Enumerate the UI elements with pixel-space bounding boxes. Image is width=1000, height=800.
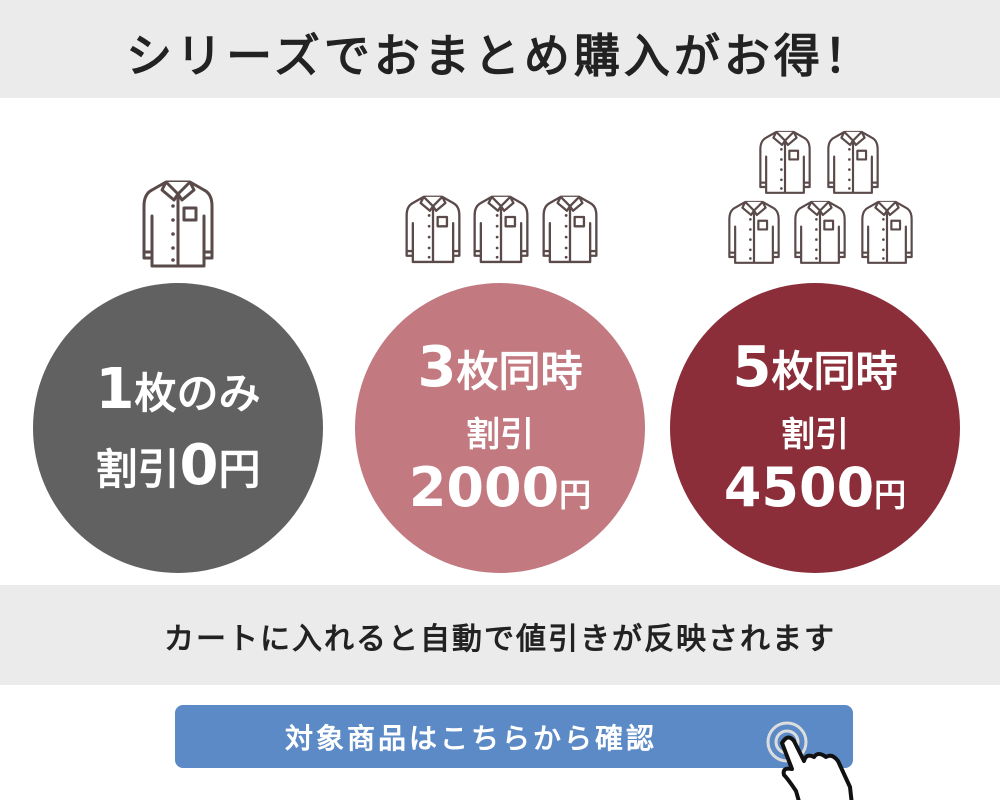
page-title: シリーズでおまとめ購入がお得！ (126, 29, 874, 83)
offer-amount: 0 (179, 433, 219, 498)
offer-label: 枚同時 (771, 347, 898, 397)
shirt-icon (824, 127, 882, 197)
offer-count: 1 (95, 357, 135, 423)
shirt-icon (539, 192, 601, 266)
offer-unit: 円 (874, 475, 907, 514)
shirt-icon (791, 197, 849, 267)
notice-band (0, 585, 1000, 685)
notice-text: カートに入れると自動で値引きが反映されます (164, 622, 836, 657)
shirt-icon (138, 176, 218, 271)
offer-count: 3 (417, 335, 457, 401)
shirt-icon (756, 127, 814, 197)
offer-unit: 円 (218, 445, 261, 494)
pointing-hand-icon (766, 721, 854, 800)
offer-label: 枚のみ (134, 369, 261, 419)
offer-discount-label: 割引 (95, 445, 180, 494)
offer-amount: 2000 (408, 455, 560, 519)
offer-count: 5 (732, 335, 772, 401)
shirt-icon (470, 192, 532, 266)
shirt-icon (725, 197, 783, 267)
offer-amount: 4500 (723, 455, 875, 519)
shirt-icon (858, 197, 916, 267)
offer-discount-label: 割引 (781, 414, 849, 455)
view-products-button[interactable]: 対象商品はこちらから確認 (175, 705, 853, 768)
offer-label: 枚同時 (456, 347, 583, 397)
offer-circle-3: 3枚同時 割引 2000円 (355, 283, 645, 573)
header-band (0, 0, 1000, 98)
offer-circle-5: 5枚同時 割引 4500円 (670, 283, 960, 573)
offer-circle-1: 1枚のみ 割引0円 (33, 283, 323, 573)
button-label: 対象商品はこちらから確認 (285, 721, 658, 755)
offer-unit: 円 (559, 475, 592, 514)
offer-discount-label: 割引 (466, 414, 534, 455)
shirt-icon (402, 192, 464, 266)
